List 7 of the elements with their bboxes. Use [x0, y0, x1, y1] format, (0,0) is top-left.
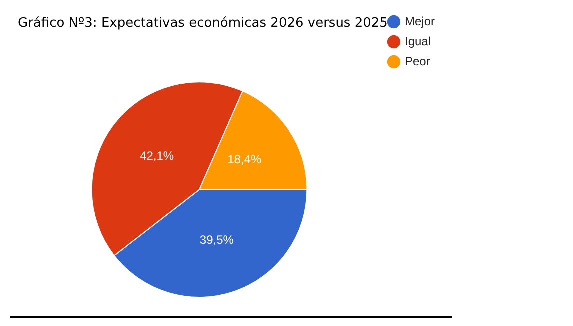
data-label: 42,1%: [140, 148, 174, 163]
data-label: 18,4%: [228, 152, 262, 167]
legend-label: Peor: [404, 54, 430, 68]
legend-label: Igual: [404, 34, 432, 48]
data-label: 39,5%: [200, 233, 234, 248]
legend-label: Mejor: [404, 14, 436, 28]
chart-title: Gráfico Nº3: Expectativas económicas 2026 versus 2025: [18, 16, 388, 32]
